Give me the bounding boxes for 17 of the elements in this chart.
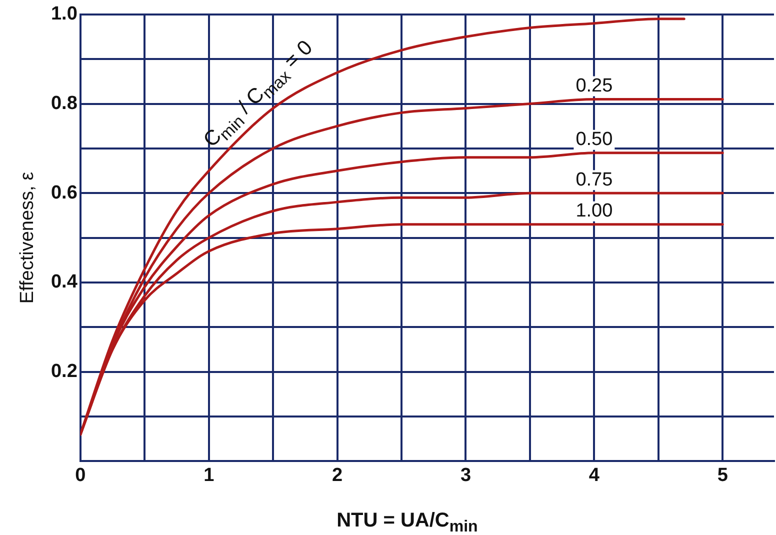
x-tick-label: 4 — [588, 464, 600, 486]
x-tick-label: 3 — [460, 464, 472, 486]
y-tick-label: 1.0 — [50, 4, 78, 25]
y-tick-label: 0.6 — [50, 182, 78, 204]
x-tick-label: 0 — [75, 464, 86, 486]
y-axis-title: Effectiveness, ε — [17, 171, 38, 304]
y-tick-label: 0.4 — [50, 272, 78, 293]
x-tick-label: 1 — [204, 464, 215, 486]
x-tick-label: 5 — [717, 464, 728, 486]
series-label: 0.25 — [576, 76, 613, 97]
text: Cmin / Cmax = 0 — [199, 36, 318, 152]
series-label: 0.50 — [576, 129, 613, 150]
series-label: 0.75 — [576, 169, 613, 190]
y-tick-label: 0.2 — [50, 361, 78, 382]
series-label: 1.00 — [576, 200, 613, 222]
y-tick-label: 0.8 — [50, 92, 78, 114]
x-tick-label: 2 — [332, 464, 343, 486]
